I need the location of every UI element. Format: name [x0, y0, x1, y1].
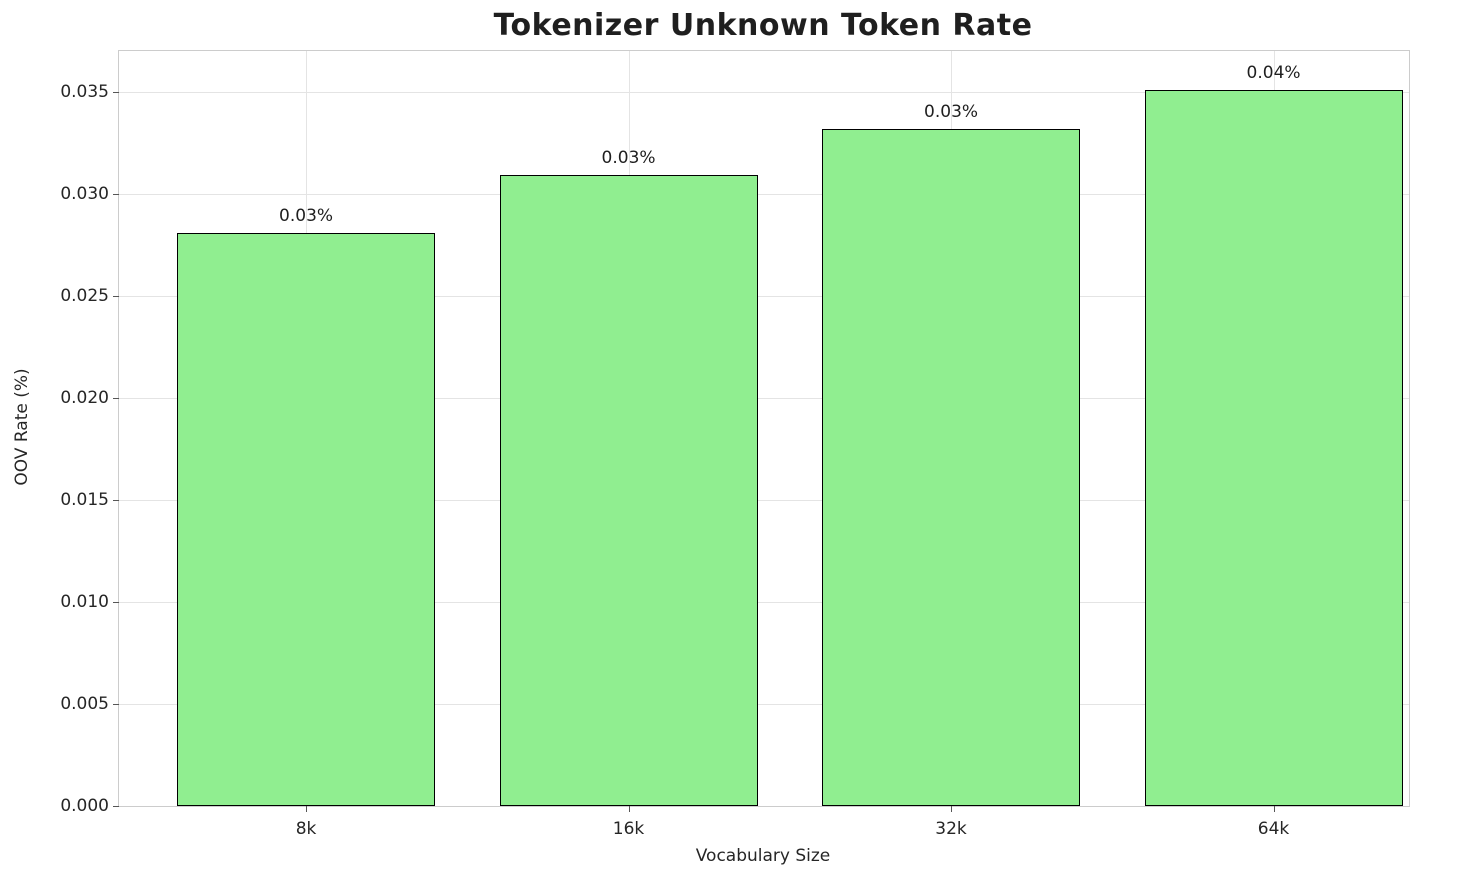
y-tick-label: 0.015	[60, 489, 109, 510]
x-tick-label: 64k	[1257, 819, 1290, 839]
y-tick-label: 0.030	[60, 183, 109, 204]
y-gridline	[119, 703, 1409, 705]
x-tick-label: 16k	[612, 819, 645, 839]
y-axis-label: OOV Rate (%)	[12, 368, 32, 486]
y-tick-mark	[113, 193, 119, 195]
bar-value-label: 0.03%	[924, 101, 979, 122]
y-tick-label: 0.025	[60, 285, 109, 306]
chart-title: Tokenizer Unknown Token Rate	[493, 8, 1033, 43]
bar-value-label: 0.03%	[279, 205, 334, 226]
y-tick-label: 0.000	[60, 796, 109, 816]
y-tick-mark	[113, 703, 119, 705]
y-tick-label: 0.005	[60, 693, 109, 714]
y-tick-mark	[113, 499, 119, 501]
y-tick-label: 0.020	[60, 387, 109, 408]
y-tick-label: 0.035	[60, 81, 109, 102]
bar	[177, 232, 436, 806]
bar	[1144, 89, 1403, 806]
y-tick-mark	[113, 295, 119, 297]
y-gridline	[119, 295, 1409, 297]
y-tick-mark	[113, 806, 119, 807]
x-tick-mark	[951, 806, 953, 812]
y-gridline	[119, 499, 1409, 501]
x-tick-label: 8k	[295, 819, 317, 839]
y-tick-mark	[113, 601, 119, 603]
x-tick-mark	[628, 806, 630, 812]
x-tick-mark	[1273, 806, 1275, 812]
bar-value-label: 0.04%	[1246, 62, 1301, 83]
bar	[499, 175, 758, 806]
bar	[822, 128, 1081, 806]
y-gridline	[119, 91, 1409, 93]
y-gridline	[119, 397, 1409, 399]
x-tick-label: 32k	[935, 819, 967, 839]
x-axis-label: Vocabulary Size	[695, 846, 831, 866]
y-tick-label: 0.010	[60, 591, 109, 612]
y-tick-mark	[113, 397, 119, 399]
bar-value-label: 0.03%	[601, 148, 656, 169]
plot-area: 0.000 0.005 0.010 0.015 0.020 0.025 0.030 0.035…	[60, 50, 1410, 839]
y-gridline	[119, 193, 1409, 195]
y-gridline	[119, 601, 1409, 603]
x-tick-mark	[306, 806, 308, 812]
y-tick-mark	[113, 91, 119, 93]
